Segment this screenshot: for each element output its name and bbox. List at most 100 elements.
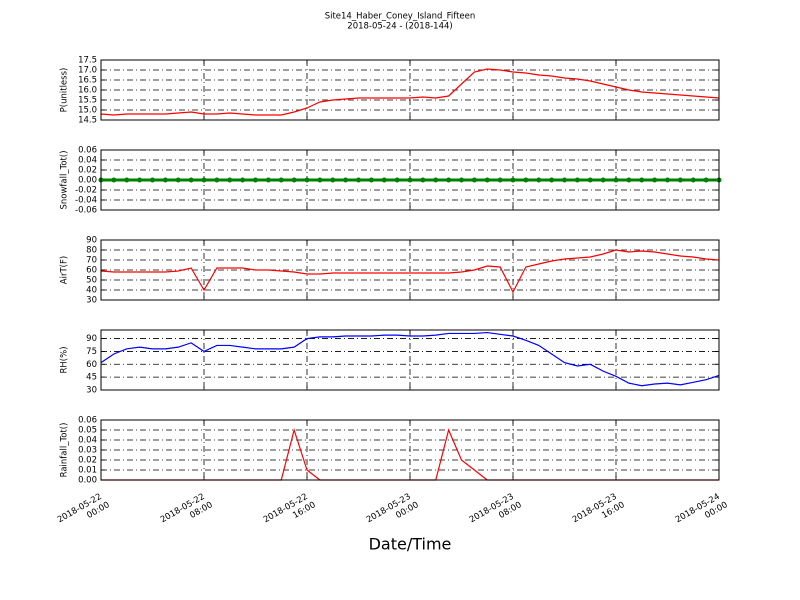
plot-frame — [100, 59, 720, 121]
y-tick-label: 15.5 — [78, 96, 97, 106]
data-point — [317, 177, 323, 183]
data-point — [562, 177, 567, 183]
data-point — [227, 177, 233, 183]
y-tick-label: 0.00 — [78, 476, 97, 486]
plot-frame — [100, 239, 720, 301]
y-axis-label: AirT(F) — [60, 256, 70, 284]
data-point — [214, 177, 220, 183]
data-point — [368, 177, 374, 183]
data-point — [330, 177, 336, 183]
data-point — [291, 177, 297, 183]
y-tick-label: 90 — [86, 236, 97, 246]
x-tick-label: 2018-05-23 00:00 — [365, 490, 421, 534]
y-tick-label: 0.02 — [78, 166, 97, 176]
y-tick-label: 45 — [86, 373, 97, 383]
data-point — [652, 177, 658, 183]
y-tick-label: -0.02 — [75, 186, 97, 196]
data-point — [265, 177, 271, 183]
data-point — [240, 177, 246, 183]
y-tick-label: 14.5 — [78, 116, 97, 126]
data-point — [523, 177, 529, 183]
data-point — [510, 177, 516, 183]
data-point — [613, 177, 619, 183]
y-tick-label: -0.04 — [75, 196, 97, 206]
data-point — [446, 177, 452, 183]
data-point — [677, 177, 683, 183]
data-point — [420, 177, 426, 183]
y-tick-label: 17.5 — [78, 56, 97, 66]
data-line — [100, 68, 720, 116]
y-tick-label: 90 — [86, 334, 97, 344]
y-tick-label: 60 — [86, 360, 97, 370]
y-axis-label: Snowfall_Tot() — [60, 150, 70, 209]
y-tick-label: 60 — [86, 266, 97, 276]
data-point — [162, 177, 168, 183]
y-tick-label: 40 — [86, 286, 97, 296]
y-tick-label: 15.0 — [78, 106, 97, 116]
y-tick-label: 75 — [86, 347, 97, 357]
y-axis-label: Rainfall_Tot() — [60, 423, 70, 478]
x-tick-label: 2018-05-22 00:00 — [56, 490, 112, 534]
y-tick-label: 0.05 — [78, 426, 97, 436]
data-point — [407, 177, 413, 183]
data-point — [278, 177, 284, 183]
data-point — [484, 177, 490, 183]
y-tick-label: -0.06 — [75, 206, 97, 216]
x-tick-label: 2018-05-23 08:00 — [468, 490, 524, 534]
x-tick-label: 2018-05-22 08:00 — [159, 490, 215, 534]
y-tick-label: 0.03 — [78, 446, 97, 456]
y-tick-label: 0.00 — [78, 176, 97, 186]
data-point — [356, 177, 361, 183]
y-axis-label: RH(%) — [60, 346, 70, 373]
data-point — [600, 177, 606, 183]
data-point — [690, 177, 696, 183]
data-point — [175, 177, 181, 183]
data-point — [587, 177, 593, 183]
data-point — [150, 177, 155, 183]
x-tick-label: 2018-05-22 16:00 — [262, 490, 318, 534]
data-point — [201, 177, 207, 183]
data-point — [343, 177, 349, 183]
data-point — [497, 177, 503, 183]
x-tick-label: 2018-05-23 16:00 — [571, 490, 627, 534]
plot-frame — [100, 329, 720, 391]
x-axis-label: Date/Time — [369, 535, 452, 554]
x-tick-label: 2018-05-24 00:00 — [674, 490, 730, 534]
y-tick-label: 16.0 — [78, 86, 97, 96]
data-point — [459, 177, 464, 183]
y-tick-label: 70 — [86, 256, 97, 266]
data-point — [253, 177, 258, 183]
data-point — [188, 177, 194, 183]
y-tick-label: 0.04 — [78, 436, 97, 446]
y-tick-label: 30 — [86, 296, 97, 306]
figure-subtitle: 2018-05-24 - (2018-144) — [347, 22, 452, 32]
figure-title: Site14_Haber_Coney_Island_Fifteen — [325, 12, 476, 22]
data-point — [137, 177, 143, 183]
y-tick-label: 30 — [86, 386, 97, 396]
y-tick-label: 17.0 — [78, 66, 97, 76]
data-point — [304, 177, 310, 183]
data-point — [111, 177, 117, 183]
data-point — [639, 177, 645, 183]
y-tick-label: 50 — [86, 276, 97, 286]
data-point — [536, 177, 542, 183]
data-point — [626, 177, 632, 183]
y-tick-label: 80 — [86, 246, 97, 256]
data-point — [381, 177, 387, 183]
y-tick-label: 0.04 — [78, 156, 97, 166]
plot-frame — [100, 149, 720, 211]
plot-frame — [100, 419, 720, 481]
data-line — [100, 249, 720, 294]
data-point — [433, 177, 439, 183]
data-point — [124, 177, 130, 183]
y-axis-label: P(unitless) — [60, 68, 70, 113]
data-line — [100, 331, 720, 387]
y-tick-label: 0.01 — [78, 466, 97, 476]
y-tick-label: 16.5 — [78, 76, 97, 86]
data-point — [703, 177, 709, 183]
data-point — [394, 177, 400, 183]
data-point — [471, 177, 477, 183]
y-tick-label: 0.06 — [78, 416, 97, 426]
data-point — [549, 177, 555, 183]
